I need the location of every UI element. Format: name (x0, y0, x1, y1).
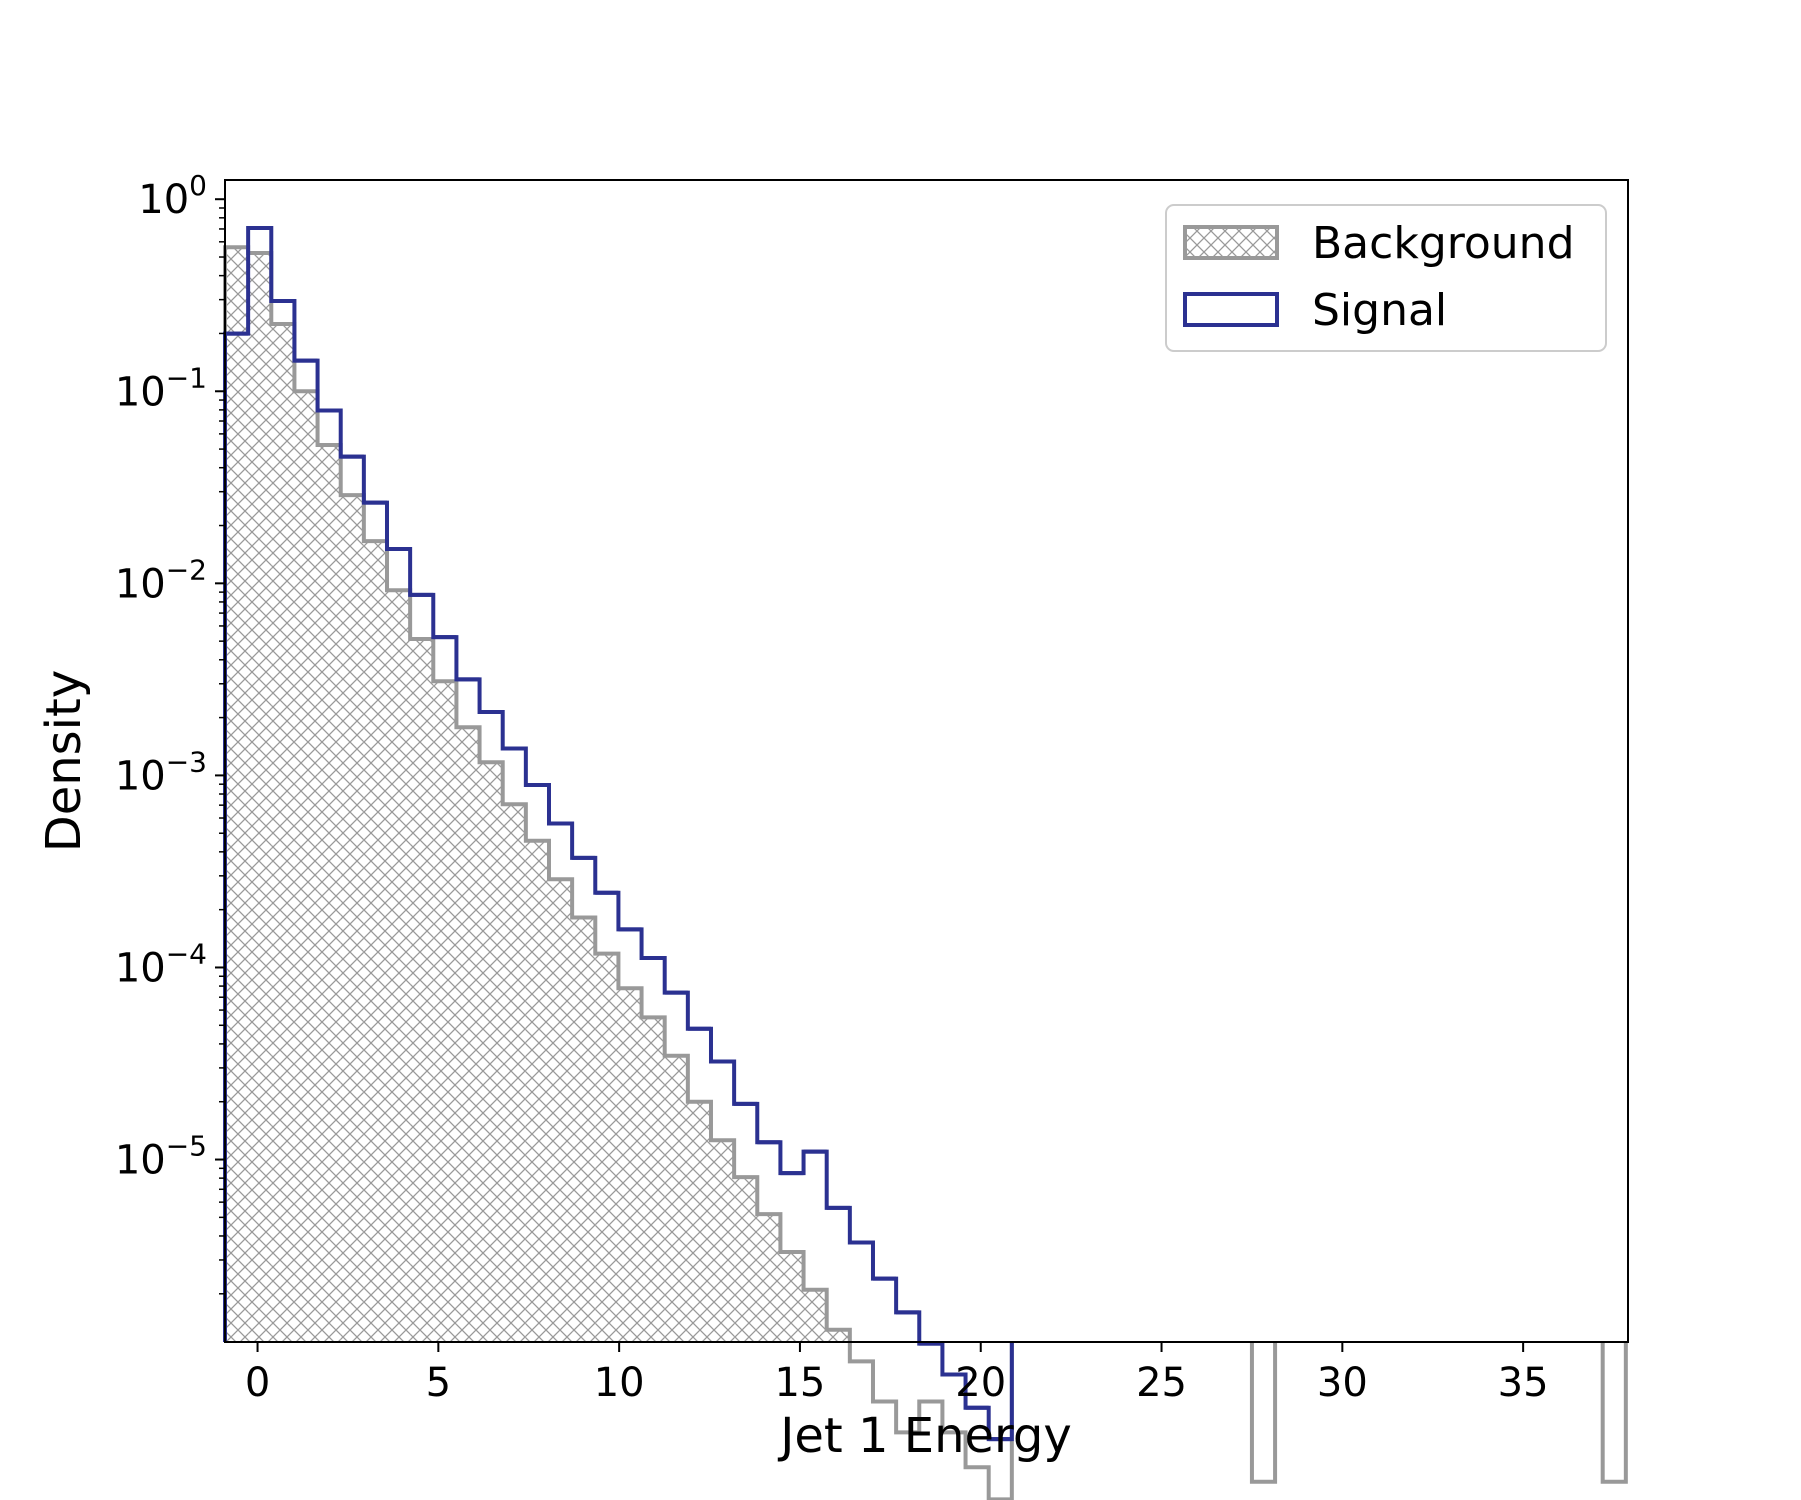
background-bar-3 (294, 391, 318, 1343)
series-layer (223, 226, 1628, 1500)
background-bar-19 (664, 1055, 688, 1342)
background-bar-10 (456, 727, 480, 1342)
x-tick-label-2: 10 (594, 1360, 645, 1406)
background-bar-18 (641, 1017, 665, 1342)
background-bar-12 (502, 804, 526, 1342)
y-tick-label-3: 10−3 (115, 745, 207, 799)
background-bar-5 (340, 495, 364, 1342)
background-outline-2 (1600, 1342, 1628, 1484)
background-bar-26 (826, 1329, 850, 1342)
legend-swatch-background (1183, 225, 1279, 260)
legend: Background Signal (1165, 204, 1607, 352)
x-tick-label-4: 20 (955, 1360, 1006, 1406)
y-axis: 100 10−1 10−2 10−3 10−4 10−5 (115, 169, 225, 1295)
background-bar-17 (618, 988, 642, 1342)
series-background (223, 245, 1628, 1500)
background-bar-6 (363, 541, 387, 1342)
legend-label-signal: Signal (1312, 285, 1447, 336)
background-bar-22 (734, 1177, 758, 1342)
x-tick-label-3: 15 (774, 1360, 825, 1406)
x-tick-label-7: 35 (1498, 1360, 1549, 1406)
x-tick-label-5: 25 (1136, 1360, 1187, 1406)
background-bar-23 (757, 1214, 781, 1342)
background-bar-25 (803, 1289, 827, 1342)
legend-swatch-signal (1183, 292, 1279, 327)
background-bar-9 (433, 681, 457, 1342)
background-outline-1 (1249, 1342, 1278, 1484)
background-bar-4 (317, 445, 341, 1342)
y-tick-label-2: 10−2 (115, 553, 207, 607)
series-signal (223, 226, 1014, 1442)
background-bar-15 (572, 917, 596, 1342)
x-tick-label-0: 0 (245, 1360, 270, 1406)
background-bar-2 (271, 324, 295, 1342)
background-outline-0 (223, 245, 1014, 1500)
y-tick-label-4: 10−4 (115, 937, 207, 991)
x-tick-label-1: 5 (426, 1360, 451, 1406)
y-axis-label: Density (36, 670, 92, 852)
y-tick-label-5: 10−5 (115, 1130, 207, 1184)
background-bar-16 (595, 953, 619, 1342)
background-bar-7 (386, 590, 411, 1342)
y-tick-label-0: 100 (138, 169, 207, 223)
background-bar-1 (248, 252, 272, 1342)
background-bar-21 (710, 1140, 735, 1342)
background-bar-20 (687, 1101, 711, 1342)
y-tick-label-1: 10−1 (115, 361, 207, 415)
x-axis-label: Jet 1 Energy (777, 1408, 1072, 1464)
background-bar-11 (479, 762, 503, 1342)
background-bar-8 (410, 639, 434, 1342)
x-axis: 0 5 10 15 20 25 30 35 (245, 1342, 1549, 1406)
background-bar-14 (548, 879, 573, 1342)
plot-frame (224, 179, 1629, 1343)
background-bar-13 (525, 840, 549, 1342)
background-bar-0 (225, 247, 249, 1343)
background-bar-24 (780, 1252, 804, 1342)
x-tick-label-6: 30 (1317, 1360, 1368, 1406)
legend-label-background: Background (1312, 218, 1575, 269)
